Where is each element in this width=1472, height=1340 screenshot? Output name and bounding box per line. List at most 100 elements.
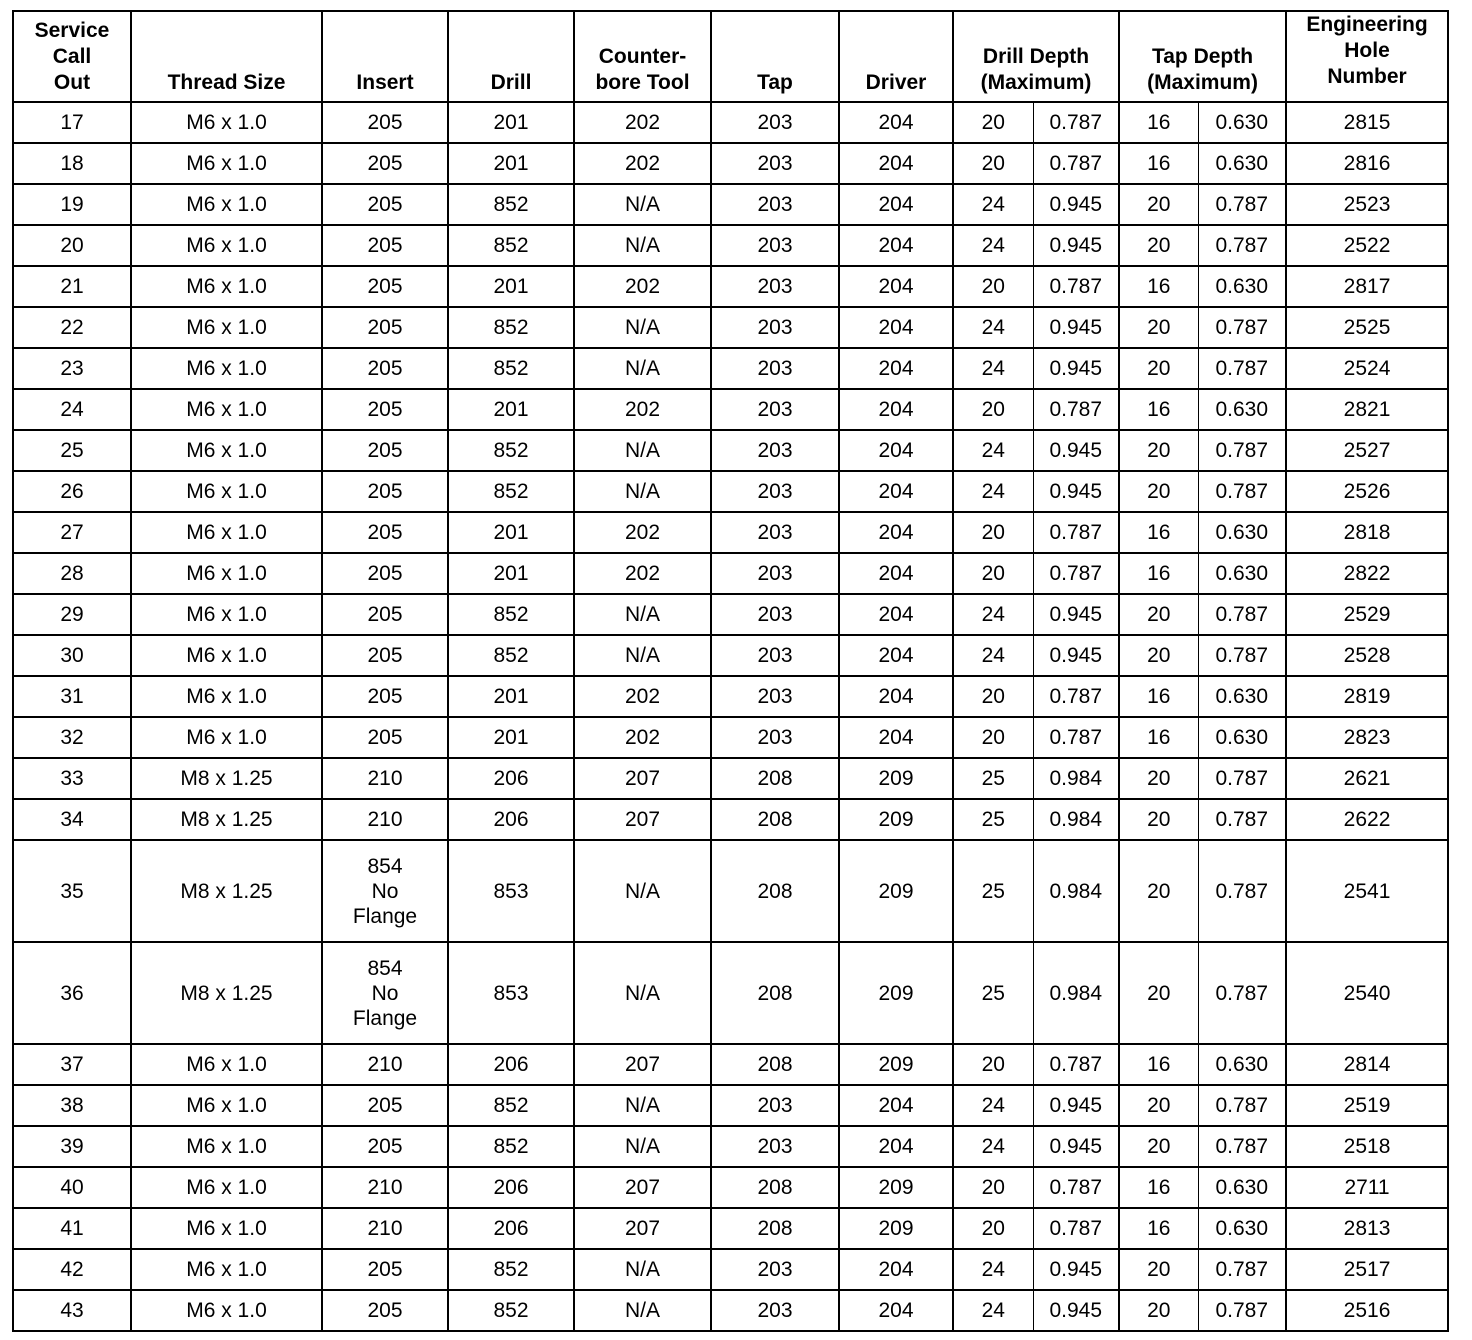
cell-drill: 852 [447,1084,575,1127]
header-driver: Driver [838,10,954,103]
cell-counterbore-tool: N/A [573,470,712,513]
cell-drill: 201 [447,716,575,759]
cell-engineering-hole-number: 2517 [1285,1248,1450,1291]
cell-counterbore-tool: 207 [573,1207,712,1250]
cell-counterbore-tool: N/A [573,306,712,349]
cell-tap-depth-mm: 16 [1118,265,1199,308]
cell-tap-depth-mm: 20 [1118,839,1199,943]
cell-insert: 210 [321,1166,449,1209]
cell-drill-depth-in: 0.945 [1032,1125,1121,1168]
cell-tap-depth-mm: 20 [1118,1248,1199,1291]
cell-drill-depth-in: 0.787 [1032,1043,1121,1086]
cell-service-call-out: 22 [12,306,132,349]
cell-thread-size: M8 x 1.25 [130,839,323,943]
cell-tap-depth-mm: 20 [1118,347,1199,390]
cell-counterbore-tool: N/A [573,183,712,226]
cell-tap: 203 [710,1248,840,1291]
cell-driver: 204 [838,101,954,144]
cell-service-call-out: 27 [12,511,132,554]
cell-tap-depth-in: 0.630 [1197,1207,1288,1250]
cell-service-call-out: 21 [12,265,132,308]
cell-driver: 204 [838,675,954,718]
cell-tap-depth-in: 0.787 [1197,347,1288,390]
cell-thread-size: M6 x 1.0 [130,1289,323,1332]
cell-engineering-hole-number: 2528 [1285,634,1450,677]
table-row: 38 M6 x 1.0 205 852 N/A 203 204 24 0.945 20 0.787 2… [12,1084,1450,1127]
cell-drill-depth-in: 0.945 [1032,470,1121,513]
cell-tap-depth-in: 0.787 [1197,1084,1288,1127]
cell-tap-depth-in: 0.630 [1197,675,1288,718]
cell-thread-size: M6 x 1.0 [130,716,323,759]
cell-drill-depth-mm: 20 [952,552,1034,595]
cell-insert: 205 [321,1125,449,1168]
cell-drill-depth-in: 0.984 [1032,941,1121,1045]
cell-service-call-out: 28 [12,552,132,595]
cell-drill-depth-in: 0.787 [1032,675,1121,718]
cell-tap: 208 [710,941,840,1045]
cell-tap-depth-mm: 20 [1118,306,1199,349]
cell-thread-size: M6 x 1.0 [130,1248,323,1291]
cell-tap-depth-in: 0.630 [1197,265,1288,308]
cell-driver: 204 [838,593,954,636]
cell-service-call-out: 24 [12,388,132,431]
cell-drill: 852 [447,306,575,349]
cell-tap-depth-mm: 20 [1118,798,1199,841]
cell-drill-depth-mm: 20 [952,1043,1034,1086]
cell-service-call-out: 43 [12,1289,132,1332]
cell-driver: 204 [838,552,954,595]
cell-tap-depth-in: 0.787 [1197,757,1288,800]
cell-tap: 203 [710,1084,840,1127]
table-header: Service Call Out Thread Size Insert Dril… [12,10,1450,103]
cell-drill-depth-in: 0.984 [1032,839,1121,943]
cell-tap-depth-in: 0.787 [1197,1248,1288,1291]
cell-tap-depth-in: 0.787 [1197,1125,1288,1168]
cell-drill: 201 [447,675,575,718]
table-row: 21 M6 x 1.0 205 201 202 203 204 20 0.787 16 0.630 2… [12,265,1450,308]
cell-service-call-out: 37 [12,1043,132,1086]
cell-tap-depth-in: 0.787 [1197,593,1288,636]
cell-tap-depth-in: 0.630 [1197,1043,1288,1086]
table-row: 18 M6 x 1.0 205 201 202 203 204 20 0.787 16 0.630 2… [12,142,1450,185]
cell-tap: 203 [710,265,840,308]
cell-tap-depth-mm: 16 [1118,101,1199,144]
cell-drill-depth-in: 0.787 [1032,101,1121,144]
cell-tap: 203 [710,347,840,390]
cell-engineering-hole-number: 2525 [1285,306,1450,349]
cell-thread-size: M6 x 1.0 [130,1043,323,1086]
cell-counterbore-tool: 207 [573,1166,712,1209]
table-body: 17 M6 x 1.0 205 201 202 203 204 20 0.787 16 0.630 2… [12,101,1450,1332]
table-row: 27 M6 x 1.0 205 201 202 203 204 20 0.787 16 0.630 2… [12,511,1450,554]
cell-engineering-hole-number: 2526 [1285,470,1450,513]
cell-drill: 201 [447,552,575,595]
cell-engineering-hole-number: 2816 [1285,142,1450,185]
cell-thread-size: M6 x 1.0 [130,183,323,226]
cell-tap-depth-mm: 20 [1118,429,1199,472]
cell-tap-depth-in: 0.630 [1197,101,1288,144]
cell-insert: 205 [321,1248,449,1291]
cell-tap: 203 [710,388,840,431]
cell-thread-size: M8 x 1.25 [130,757,323,800]
cell-drill-depth-mm: 24 [952,1248,1034,1291]
cell-drill-depth-mm: 24 [952,306,1034,349]
cell-tap: 203 [710,716,840,759]
cell-engineering-hole-number: 2818 [1285,511,1450,554]
cell-tap-depth-in: 0.787 [1197,470,1288,513]
table-row: 34 M8 x 1.25 210 206 207 208 209 25 0.984 20 0.787… [12,798,1450,841]
table-row: 40 M6 x 1.0 210 206 207 208 209 20 0.787 16 0.630 2… [12,1166,1450,1209]
cell-driver: 204 [838,183,954,226]
cell-drill-depth-in: 0.787 [1032,1166,1121,1209]
cell-tap: 203 [710,101,840,144]
cell-insert: 854 No Flange [321,941,449,1045]
cell-insert: 205 [321,101,449,144]
cell-engineering-hole-number: 2527 [1285,429,1450,472]
cell-tap-depth-mm: 16 [1118,1166,1199,1209]
cell-service-call-out: 17 [12,101,132,144]
cell-counterbore-tool: 202 [573,511,712,554]
table-row: 41 M6 x 1.0 210 206 207 208 209 20 0.787 16 0.630 2… [12,1207,1450,1250]
cell-service-call-out: 35 [12,839,132,943]
cell-counterbore-tool: 202 [573,552,712,595]
cell-thread-size: M6 x 1.0 [130,1125,323,1168]
cell-counterbore-tool: N/A [573,429,712,472]
cell-drill: 852 [447,1125,575,1168]
cell-tap: 203 [710,1125,840,1168]
